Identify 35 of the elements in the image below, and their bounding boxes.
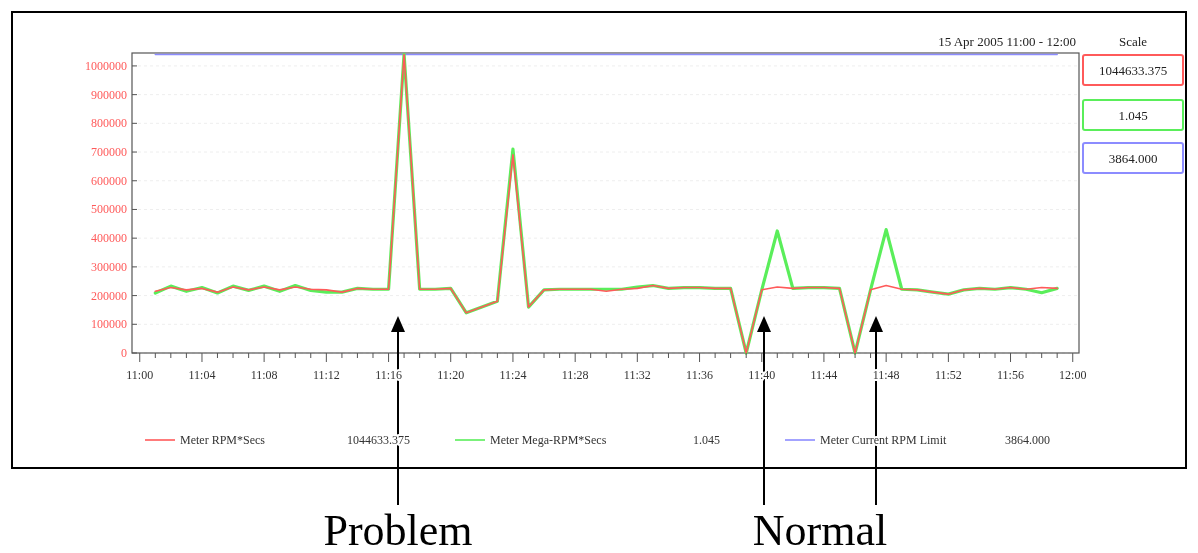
text: Normal xyxy=(752,506,888,553)
x-tick-label: 11:32 xyxy=(623,368,651,382)
text: 1044633.375 xyxy=(1098,63,1168,78)
x-tick-label: 11:44 xyxy=(810,368,838,382)
text: 1.045 xyxy=(693,433,720,447)
y-tick-label: 400000 xyxy=(91,231,127,246)
legend-label: Meter Mega-RPM*Secs xyxy=(490,433,607,447)
y-tick-label: 600000 xyxy=(91,173,127,188)
y-tick-label: 500000 xyxy=(91,202,127,217)
legend-label: Meter RPM*Secs xyxy=(180,433,266,447)
text: Problem xyxy=(323,506,473,553)
x-tick-label: 11:20 xyxy=(437,368,465,382)
x-tick-label: 11:12 xyxy=(312,368,340,382)
x-tick-label: 11:36 xyxy=(686,368,713,382)
x-tick-label: 11:00 xyxy=(126,368,154,382)
y-tick-label: 200000 xyxy=(91,288,127,303)
y-tick-label: 800000 xyxy=(91,116,127,131)
x-tick-label: 11:28 xyxy=(561,368,589,382)
x-tick-label: 11:04 xyxy=(188,368,216,382)
text: 1.045 xyxy=(1118,108,1148,123)
y-tick-label: 100000 xyxy=(91,317,127,332)
x-tick-label: 11:56 xyxy=(997,368,1024,382)
y-tick-label: 300000 xyxy=(91,259,127,274)
x-tick-label: 11:52 xyxy=(934,368,962,382)
text: Scale xyxy=(1118,34,1148,49)
x-tick-label: 12:00 xyxy=(1059,368,1087,382)
x-tick-label: 11:24 xyxy=(499,368,527,382)
y-tick-label: 900000 xyxy=(91,87,127,102)
y-tick-label: 700000 xyxy=(91,145,127,160)
chart-title: 15 Apr 2005 11:00 - 12:00 xyxy=(938,34,1076,49)
y-tick-label: 1000000 xyxy=(85,58,127,73)
x-tick-label: 11:08 xyxy=(250,368,278,382)
text: 3864.000 xyxy=(1108,151,1158,166)
y-tick-label: 0 xyxy=(121,346,127,360)
text: 3864.000 xyxy=(1005,433,1050,447)
